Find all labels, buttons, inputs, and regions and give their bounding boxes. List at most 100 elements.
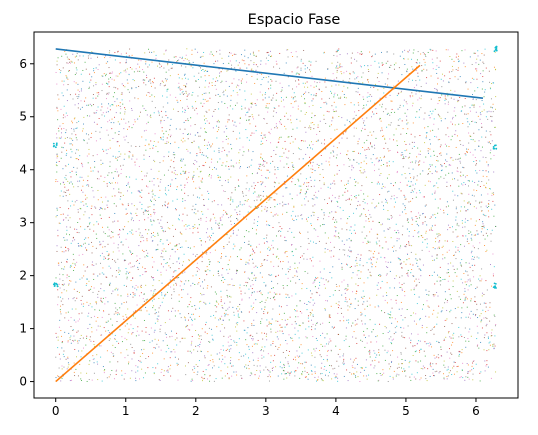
scatter-point xyxy=(63,80,65,82)
scatter-point xyxy=(163,120,165,121)
scatter-point xyxy=(333,235,335,237)
scatter-point xyxy=(281,87,283,89)
scatter-point xyxy=(272,297,274,299)
scatter-point xyxy=(230,198,232,200)
scatter-point xyxy=(146,94,148,96)
scatter-point xyxy=(180,166,182,168)
scatter-point xyxy=(120,192,122,194)
scatter-point xyxy=(263,356,265,358)
scatter-point xyxy=(481,126,483,128)
scatter-point xyxy=(182,170,184,172)
scatter-point xyxy=(265,105,267,107)
scatter-point xyxy=(468,378,470,380)
scatter-point xyxy=(196,262,198,264)
scatter-point xyxy=(267,311,269,313)
scatter-point xyxy=(465,316,467,318)
scatter-point xyxy=(266,325,268,327)
scatter-point xyxy=(218,366,220,368)
scatter-point xyxy=(454,308,456,310)
scatter-point xyxy=(118,188,120,190)
scatter-point xyxy=(214,217,216,219)
scatter-point xyxy=(184,271,186,273)
scatter-point xyxy=(244,366,246,368)
scatter-point xyxy=(233,166,235,168)
scatter-point xyxy=(276,92,278,94)
scatter-point xyxy=(253,274,255,276)
scatter-point xyxy=(292,153,294,155)
scatter-point xyxy=(466,281,468,283)
scatter-point xyxy=(198,346,200,348)
scatter-point xyxy=(173,151,175,153)
scatter-point xyxy=(143,158,145,160)
scatter-point xyxy=(168,151,170,153)
scatter-point xyxy=(206,100,208,102)
scatter-point xyxy=(428,168,430,170)
scatter-point xyxy=(284,183,286,185)
scatter-point xyxy=(340,71,342,73)
scatter-point xyxy=(295,73,297,75)
scatter-point xyxy=(331,92,333,94)
scatter-point xyxy=(440,280,442,282)
scatter-point xyxy=(393,287,395,289)
scatter-point xyxy=(464,66,466,68)
scatter-point xyxy=(119,198,121,200)
scatter-point xyxy=(328,197,330,199)
scatter-point xyxy=(84,242,86,244)
scatter-point xyxy=(91,327,93,329)
scatter-point xyxy=(119,229,121,231)
scatter-point xyxy=(349,78,351,80)
scatter-point xyxy=(93,362,95,364)
scatter-point xyxy=(282,261,284,263)
scatter-point xyxy=(184,140,186,142)
scatter-point xyxy=(77,97,79,99)
scatter-point xyxy=(178,257,180,259)
scatter-point xyxy=(143,251,145,253)
scatter-point xyxy=(322,345,324,347)
scatter-point xyxy=(390,336,392,338)
scatter-point xyxy=(313,228,315,230)
scatter-point xyxy=(287,371,289,373)
scatter-point xyxy=(137,370,139,372)
scatter-point xyxy=(207,208,209,210)
scatter-point xyxy=(485,205,487,207)
scatter-point xyxy=(356,274,358,276)
scatter-point xyxy=(106,185,108,187)
scatter-point xyxy=(364,128,366,130)
scatter-point xyxy=(315,242,317,244)
scatter-point xyxy=(257,357,259,359)
scatter-point xyxy=(236,234,238,236)
scatter-point xyxy=(433,271,435,273)
scatter-point xyxy=(217,174,219,176)
scatter-point xyxy=(285,340,287,341)
scatter-point xyxy=(134,287,136,289)
scatter-point xyxy=(325,343,327,345)
scatter-point xyxy=(80,245,82,247)
scatter-point xyxy=(166,291,168,293)
scatter-point xyxy=(57,235,59,237)
scatter-point xyxy=(114,92,116,94)
scatter-point xyxy=(99,209,101,211)
scatter-point xyxy=(405,246,407,248)
scatter-point xyxy=(109,361,111,363)
scatter-point xyxy=(201,211,203,213)
scatter-point xyxy=(198,147,200,149)
scatter-point xyxy=(185,66,187,68)
scatter-point xyxy=(270,162,272,164)
scatter-point xyxy=(296,350,298,352)
scatter-point xyxy=(304,367,306,369)
scatter-point xyxy=(432,363,434,365)
scatter-point xyxy=(294,375,296,377)
scatter-point xyxy=(365,104,367,106)
scatter-point xyxy=(246,81,248,83)
scatter-point xyxy=(126,285,127,287)
scatter-point xyxy=(489,87,491,89)
scatter-point xyxy=(104,303,106,305)
scatter-point xyxy=(240,54,242,56)
scatter-point xyxy=(374,359,376,361)
scatter-point xyxy=(394,111,396,113)
scatter-point xyxy=(301,95,303,97)
scatter-point xyxy=(432,313,434,315)
scatter-point xyxy=(182,133,184,135)
scatter-point xyxy=(227,121,229,123)
